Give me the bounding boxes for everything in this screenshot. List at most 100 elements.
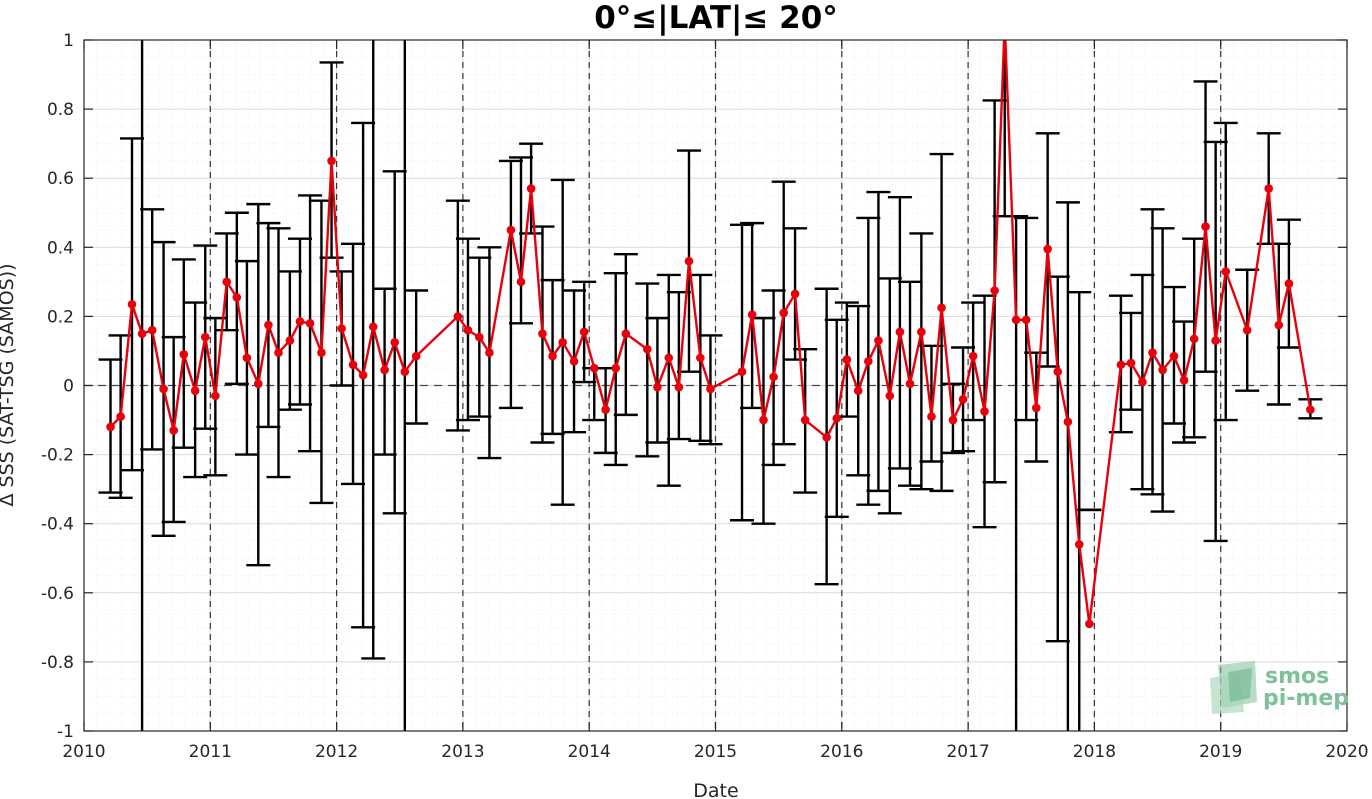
data-point [779, 308, 789, 318]
logo-icon [1210, 661, 1257, 714]
data-point [211, 391, 220, 401]
smos-pi-mep-logo: smos pi-mep [1210, 661, 1349, 714]
data-point [800, 415, 810, 425]
data-point [611, 363, 621, 373]
logo-line1: smos [1265, 664, 1329, 689]
data-point [1116, 360, 1126, 370]
data-point [905, 379, 915, 389]
data-point [1032, 403, 1041, 413]
data-point [548, 351, 557, 361]
data-point [769, 372, 778, 382]
data-point [1201, 222, 1210, 231]
data-point [368, 322, 378, 332]
data-point [1063, 417, 1073, 427]
data-point [895, 327, 905, 337]
data-point [927, 412, 936, 421]
data-point [485, 348, 494, 357]
x-tick-label: 2013 [441, 742, 484, 762]
data-point [696, 353, 705, 363]
data-point [159, 384, 168, 394]
data-point [475, 332, 484, 342]
data-point [1264, 184, 1273, 193]
logo-line2: pi-mep [1263, 686, 1349, 711]
data-point [1011, 315, 1021, 325]
data-point [832, 414, 842, 423]
data-point [116, 412, 125, 421]
data-point [1126, 358, 1136, 368]
data-point [317, 348, 326, 357]
data-point [1169, 351, 1179, 361]
y-tick-label: -0.2 [41, 446, 74, 466]
data-point [948, 415, 958, 425]
data-point [759, 415, 768, 425]
y-tick-label: -0.8 [41, 653, 74, 673]
data-point [706, 384, 715, 394]
y-tick-label: -1 [57, 722, 74, 742]
data-point [674, 382, 684, 392]
data-point [463, 325, 473, 335]
data-point [147, 325, 157, 335]
y-tick-label: -0.4 [41, 515, 74, 535]
data-point [127, 300, 137, 309]
x-tick-label: 2015 [694, 742, 737, 762]
data-point [968, 351, 978, 361]
data-point [885, 391, 895, 401]
data-point [1074, 540, 1084, 549]
data-point [569, 357, 579, 366]
data-point [579, 327, 589, 337]
data-point [400, 367, 410, 376]
data-point [1284, 279, 1294, 288]
data-point [747, 310, 757, 319]
data-point [348, 360, 358, 370]
data-point [264, 320, 273, 330]
data-point [1306, 405, 1315, 414]
x-tick-label: 2010 [62, 742, 105, 762]
data-point [516, 277, 526, 287]
series-delta-sss [106, 40, 1315, 629]
data-point [653, 382, 662, 392]
x-tick-label: 2019 [1199, 742, 1242, 762]
data-point [169, 426, 178, 435]
data-point [222, 277, 232, 287]
data-point [526, 184, 536, 193]
data-point [589, 363, 599, 373]
y-tick-labels: -1 -0.8 -0.6 -0.4 -0.2 0 0.2 0.4 0.6 0.8 1 [41, 31, 74, 742]
data-point [380, 365, 389, 375]
data-point [558, 338, 567, 347]
data-point [327, 156, 336, 166]
data-point [684, 256, 694, 266]
x-tick-label: 2017 [946, 742, 989, 762]
data-point [411, 351, 421, 361]
x-tick-label: 2011 [189, 742, 232, 762]
x-axis-title: Date [693, 780, 738, 799]
data-point [538, 329, 547, 338]
y-tick-label: -0.6 [41, 584, 74, 604]
data-point [337, 324, 346, 333]
data-point [1043, 244, 1052, 254]
y-tick-label: 0.8 [47, 100, 74, 120]
x-tick-label: 2020 [1325, 742, 1368, 762]
data-point [822, 433, 831, 442]
axis-ticks [83, 39, 1348, 732]
data-point [980, 407, 989, 416]
data-point [106, 422, 115, 432]
data-point [1148, 348, 1157, 357]
data-point [1274, 320, 1284, 330]
data-point [179, 350, 189, 359]
data-point [390, 338, 399, 347]
data-point [1021, 315, 1031, 325]
data-point [506, 225, 516, 235]
y-tick-label: 1 [63, 31, 74, 51]
x-tick-label: 2012 [315, 742, 358, 762]
data-point [1179, 376, 1189, 385]
data-point [958, 395, 968, 404]
y-tick-label: 0.6 [47, 169, 74, 189]
data-point [842, 355, 852, 364]
data-point [1138, 377, 1147, 387]
data-point [1158, 365, 1167, 375]
y-tick-label: 0.2 [47, 307, 74, 327]
data-point [242, 353, 252, 363]
y-tick-label: 0 [63, 377, 74, 397]
data-point [232, 293, 242, 302]
